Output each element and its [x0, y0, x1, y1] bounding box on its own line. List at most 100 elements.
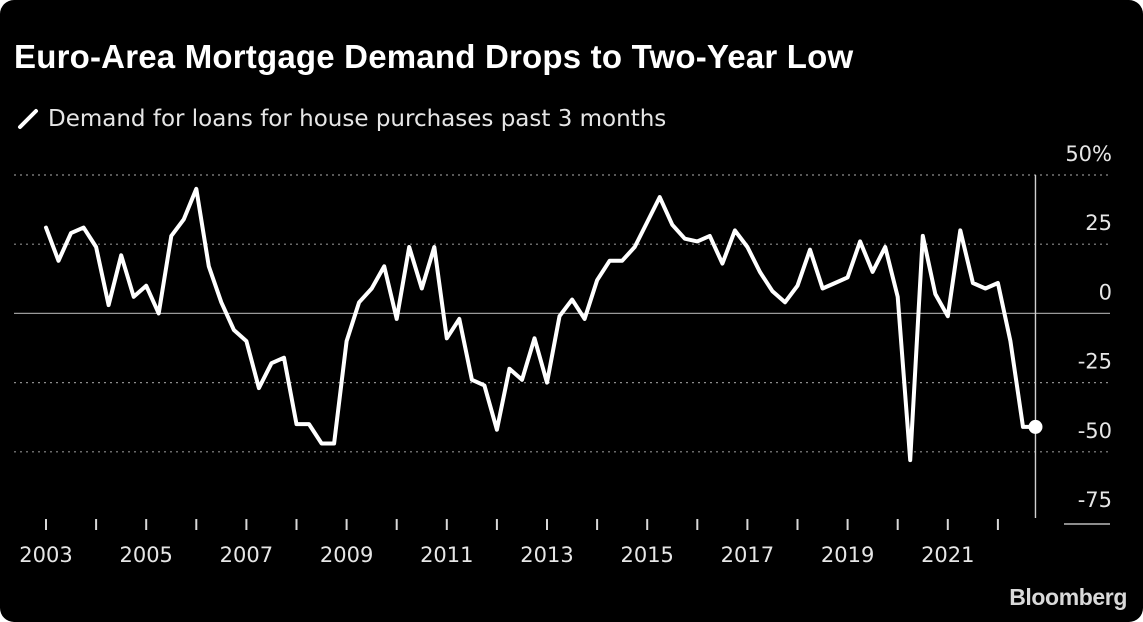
legend: Demand for loans for house purchases pas…	[16, 103, 666, 135]
x-tick-label: 2015	[620, 543, 673, 567]
data-point	[946, 314, 950, 318]
data-point	[244, 339, 248, 343]
x-tick-label: 2005	[119, 543, 172, 567]
data-point	[432, 245, 436, 249]
data-point	[144, 284, 148, 288]
x-tick-label: 2003	[19, 543, 72, 567]
data-point	[720, 262, 724, 266]
data-point	[107, 303, 111, 307]
data-point	[445, 336, 449, 340]
series-line-mortgage-demand	[44, 186, 1038, 463]
data-point	[645, 220, 649, 224]
data-point	[520, 378, 524, 382]
data-point	[846, 275, 850, 279]
data-point	[1008, 339, 1012, 343]
data-point	[758, 270, 762, 274]
series-layer	[44, 186, 1043, 463]
data-point	[658, 195, 662, 199]
data-point	[320, 441, 324, 445]
data-point	[921, 234, 925, 238]
data-point	[495, 428, 499, 432]
x-tick-label: 2019	[821, 543, 874, 567]
data-point	[783, 300, 787, 304]
bloomberg-logo: Bloomberg	[1009, 584, 1127, 610]
data-point	[357, 300, 361, 304]
data-point	[808, 248, 812, 252]
data-point	[157, 311, 161, 315]
y-tick-label: -50	[1078, 419, 1112, 443]
data-point	[182, 217, 186, 221]
y-tick-label: -25	[1078, 350, 1112, 374]
data-point	[457, 317, 461, 321]
latest-point	[1028, 419, 1043, 434]
data-point	[169, 234, 173, 238]
data-point	[833, 281, 837, 285]
data-point	[871, 270, 875, 274]
data-point	[69, 231, 73, 235]
data-point	[269, 361, 273, 365]
data-point	[896, 295, 900, 299]
legend-line-icon	[18, 109, 38, 129]
y-tick-label: 25	[1085, 211, 1112, 235]
data-point	[295, 422, 299, 426]
x-tick-label: 2009	[320, 543, 373, 567]
data-point	[119, 253, 123, 257]
data-point	[695, 239, 699, 243]
data-point	[507, 367, 511, 371]
data-point	[257, 386, 261, 390]
data-point	[470, 378, 474, 382]
data-point	[858, 239, 862, 243]
data-point	[570, 298, 574, 302]
data-point	[620, 259, 624, 263]
data-point	[821, 286, 825, 290]
data-point	[370, 286, 374, 290]
data-point	[595, 278, 599, 282]
data-point	[745, 245, 749, 249]
data-point	[1021, 425, 1025, 429]
data-point	[796, 284, 800, 288]
data-point	[207, 264, 211, 268]
data-point	[996, 281, 1000, 285]
x-tick-label: 2007	[220, 543, 273, 567]
data-point	[908, 458, 912, 462]
x-tick-label: 2013	[520, 543, 573, 567]
data-point	[545, 381, 549, 385]
data-point	[345, 339, 349, 343]
y-tick-label: 50%	[1065, 142, 1112, 166]
data-point	[82, 226, 86, 230]
data-point	[683, 237, 687, 241]
data-point	[708, 234, 712, 238]
data-point	[332, 441, 336, 445]
x-tick-label: 2021	[921, 543, 974, 567]
data-point	[395, 317, 399, 321]
y-tick-label: 0	[1099, 280, 1112, 304]
data-point	[94, 245, 98, 249]
data-point	[958, 228, 962, 232]
data-point	[733, 228, 737, 232]
data-point	[883, 245, 887, 249]
data-point	[420, 286, 424, 290]
data-point	[194, 187, 198, 191]
data-point	[770, 289, 774, 293]
data-point	[232, 328, 236, 332]
y-tick-label: -75	[1078, 488, 1112, 512]
data-point	[44, 226, 48, 230]
x-tick-label: 2017	[721, 543, 774, 567]
data-point	[532, 336, 536, 340]
data-point	[558, 314, 562, 318]
data-point	[282, 356, 286, 360]
data-point	[132, 295, 136, 299]
data-point	[608, 259, 612, 263]
data-point	[983, 286, 987, 290]
data-point	[57, 259, 61, 263]
data-point	[583, 317, 587, 321]
x-tick-label: 2011	[420, 543, 473, 567]
data-point	[482, 383, 486, 387]
legend-label: Demand for loans for house purchases pas…	[48, 106, 667, 132]
data-point	[933, 292, 937, 296]
data-point	[307, 422, 311, 426]
data-point	[407, 245, 411, 249]
data-point	[382, 264, 386, 268]
